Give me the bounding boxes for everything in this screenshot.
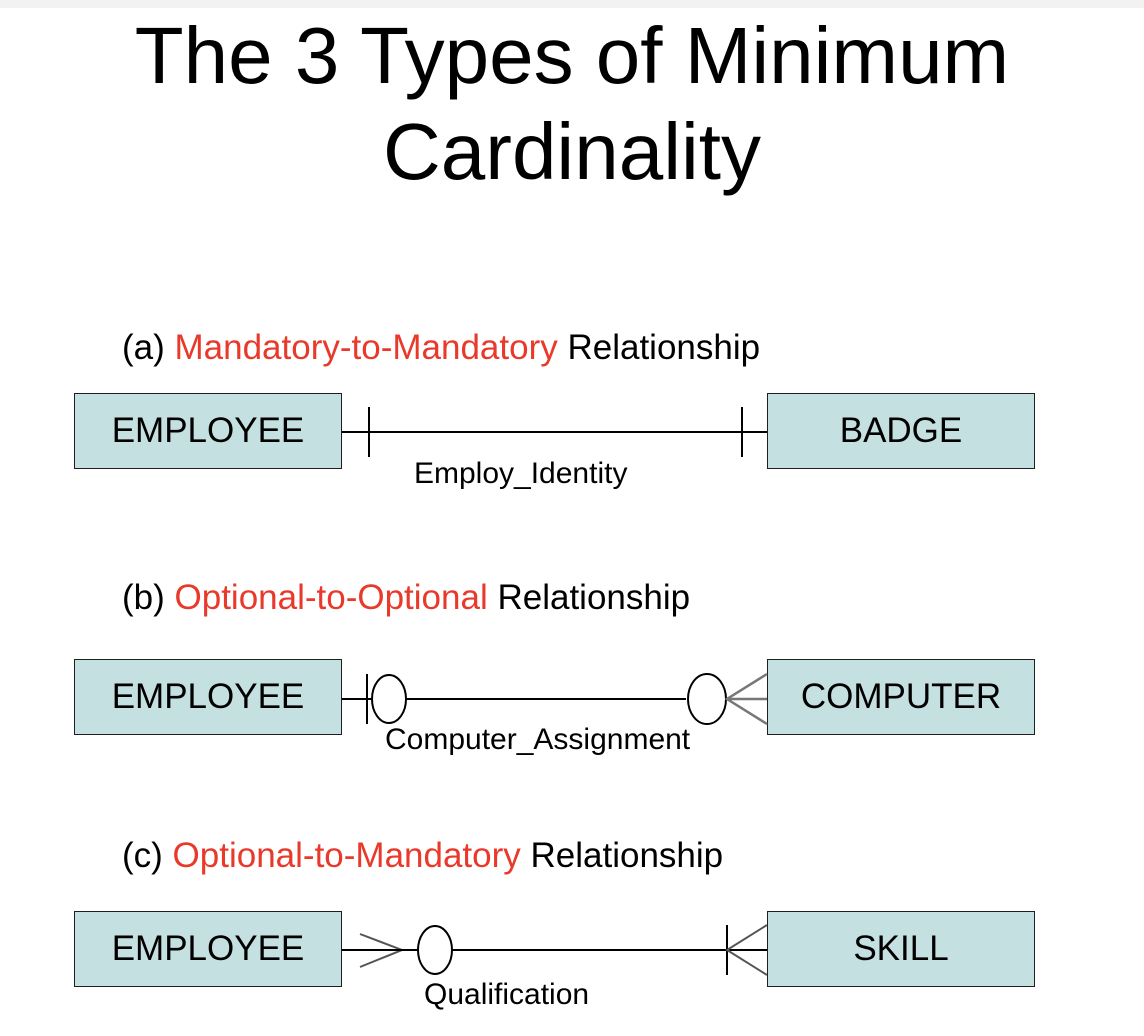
caption-optional-to-mandatory: (c) Optional-to-Mandatory Relationship: [122, 836, 723, 876]
caption-highlight: Mandatory-to-Mandatory: [174, 328, 558, 367]
caption-suffix: Relationship: [520, 836, 724, 875]
optional-circle-right: [687, 673, 727, 725]
crows-foot-right: [725, 924, 768, 976]
entity-employee-c: EMPLOYEE: [74, 911, 342, 987]
entity-employee-b: EMPLOYEE: [74, 659, 342, 735]
relationship-name-employ-identity: Employ_Identity: [414, 457, 628, 490]
caption-prefix: (a): [122, 328, 175, 367]
relationship-name-qualification: Qualification: [424, 978, 590, 1011]
title-line-1: The 3 Types of Minimum: [134, 11, 1010, 100]
caption-highlight: Optional-to-Optional: [174, 578, 488, 617]
entity-computer: COMPUTER: [767, 659, 1035, 735]
entity-employee-a: EMPLOYEE: [74, 393, 342, 469]
connector-c: [342, 924, 768, 976]
caption-highlight: Optional-to-Mandatory: [172, 836, 521, 875]
connector-a: [342, 407, 767, 457]
relationship-name-computer-assignment: Computer_Assignment: [385, 723, 691, 756]
caption-prefix: (c): [122, 836, 173, 875]
caption-suffix: Relationship: [487, 578, 691, 617]
caption-suffix: Relationship: [557, 328, 761, 367]
top-strip: [0, 0, 1144, 8]
page-title: The 3 Types of Minimum Cardinality: [0, 8, 1144, 200]
optional-circle-left: [417, 925, 453, 975]
entity-badge: BADGE: [767, 393, 1035, 469]
caption-prefix: (b): [122, 578, 175, 617]
optional-circle-left: [371, 674, 407, 724]
caption-mandatory-to-mandatory: (a) Mandatory-to-Mandatory Relationship: [122, 328, 760, 368]
connector-b: [342, 672, 768, 726]
entity-skill: SKILL: [767, 911, 1035, 987]
caption-optional-to-optional: (b) Optional-to-Optional Relationship: [122, 578, 690, 618]
title-line-2: Cardinality: [383, 107, 761, 196]
